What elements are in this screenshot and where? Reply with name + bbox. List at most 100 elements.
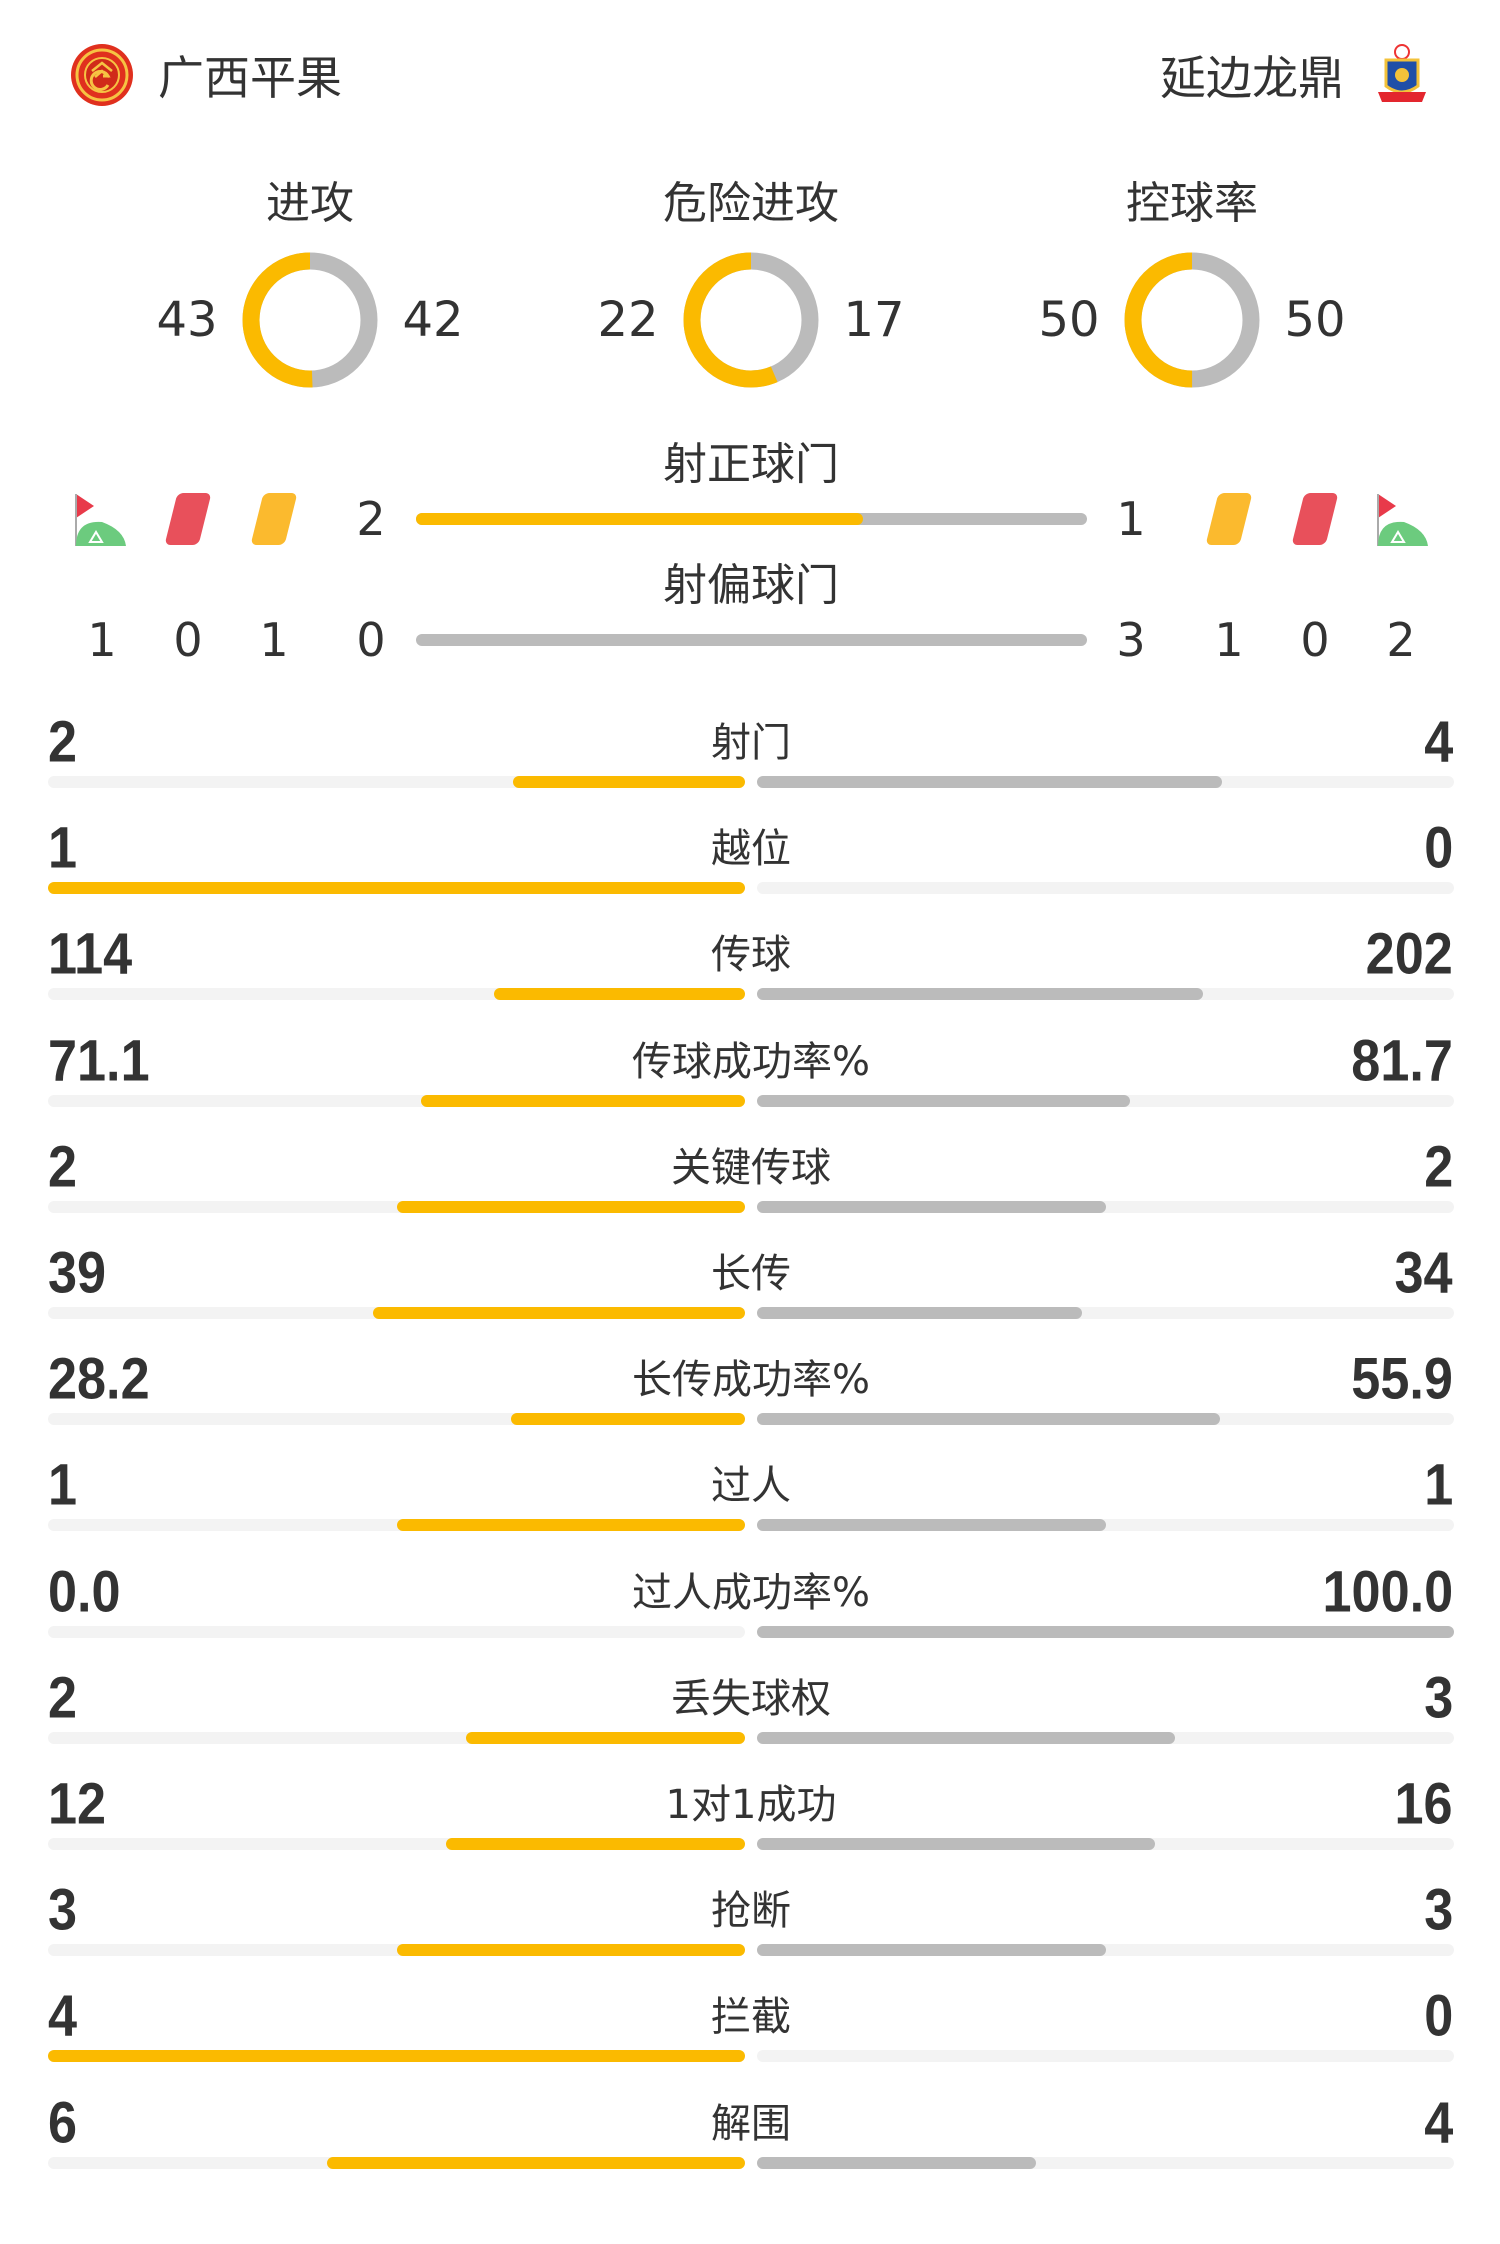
stat-label: 过人 xyxy=(711,1463,791,1510)
stat-label: 越位 xyxy=(711,826,791,873)
stat-away-bar xyxy=(757,776,1222,788)
stat-label: 过人成功率% xyxy=(631,1569,871,1616)
stat-home-value: 2 xyxy=(48,709,78,775)
away-red-card-icon xyxy=(1291,493,1339,545)
shots-on-target-home: 2 xyxy=(356,492,386,546)
shots-on-target-away: 1 xyxy=(1116,492,1146,546)
stat-label: 丢失球权 xyxy=(671,1675,831,1722)
home-yellow-card-icon xyxy=(250,493,298,545)
stat-home-value: 1 xyxy=(48,815,78,881)
donut-title: 危险进攻 xyxy=(663,178,839,229)
stat-away-value: 4 xyxy=(1423,2090,1453,2156)
away-yellow-card-icon xyxy=(1205,493,1253,545)
shots-off-target-home: 0 xyxy=(356,613,386,667)
stat-home-value: 39 xyxy=(48,1240,107,1306)
donut-home-arc xyxy=(683,252,819,388)
stat-away-track xyxy=(757,882,1454,895)
stat-away-value: 34 xyxy=(1394,1240,1453,1306)
stat-away-bar xyxy=(757,1519,1106,1532)
stat-home-bar xyxy=(48,882,745,895)
stat-home-bar xyxy=(48,2050,745,2063)
donut-title: 进攻 xyxy=(266,178,354,229)
stat-away-bar xyxy=(757,1731,1176,1744)
away-yellow-cards-count: 1 xyxy=(1214,613,1244,667)
donut-home-arc xyxy=(242,252,378,388)
home-red-card-icon xyxy=(164,493,212,545)
stat-away-bar xyxy=(757,1625,1454,1638)
stat-away-value: 4 xyxy=(1423,709,1453,775)
stat-label: 传球 xyxy=(711,932,791,979)
shots-on-target-label: 射正球门 xyxy=(663,439,839,490)
stat-label: 拦截 xyxy=(711,1994,791,2041)
away-team-name: 延边龙鼎 xyxy=(1160,51,1344,105)
stat-home-value: 28.2 xyxy=(48,1346,150,1412)
stat-away-value: 0 xyxy=(1423,1983,1453,2049)
donut-chart xyxy=(242,252,378,388)
donut-home-arc xyxy=(1124,252,1260,388)
donut-title: 控球率 xyxy=(1126,178,1258,229)
stat-home-value: 1 xyxy=(48,1452,78,1518)
away-corners-count: 2 xyxy=(1386,613,1416,667)
stat-home-value: 12 xyxy=(48,1771,107,1837)
stat-label: 射门 xyxy=(711,720,791,766)
donut-away-value: 42 xyxy=(402,292,464,348)
stat-home-bar xyxy=(420,1094,745,1107)
shots-off-target-label: 射偏球门 xyxy=(663,560,839,611)
stat-home-bar xyxy=(396,1944,745,1957)
stat-away-track xyxy=(757,2050,1454,2063)
home-red-cards-count: 0 xyxy=(173,613,203,667)
stat-home-bar xyxy=(511,1413,745,1426)
stat-label: 抢断 xyxy=(711,1888,791,1935)
stat-home-bar xyxy=(446,1838,745,1850)
stat-away-value: 0 xyxy=(1423,815,1453,881)
stat-home-bar xyxy=(466,1731,745,1744)
donut-away-value: 17 xyxy=(843,292,905,348)
stat-away-bar xyxy=(757,1200,1106,1213)
stat-away-bar xyxy=(757,1944,1106,1957)
stat-home-bar xyxy=(396,1519,745,1532)
stat-away-bar xyxy=(757,1413,1221,1426)
stat-label: 1对1成功 xyxy=(665,1782,837,1828)
donut-home-value: 22 xyxy=(597,292,659,348)
donut-away-value: 50 xyxy=(1284,292,1346,348)
shots-on-target-track xyxy=(416,513,1087,525)
stat-home-bar xyxy=(396,1200,745,1213)
stat-away-value: 100.0 xyxy=(1322,1559,1453,1625)
stat-label: 长传 xyxy=(711,1251,791,1297)
stat-away-bar xyxy=(757,1307,1082,1319)
away-corner-flag-icon xyxy=(1374,490,1432,548)
donut-home-value: 50 xyxy=(1038,292,1100,348)
stat-away-bar xyxy=(757,2156,1036,2169)
stat-away-bar xyxy=(757,988,1203,1001)
home-corners-count: 1 xyxy=(87,613,117,667)
stat-away-value: 81.7 xyxy=(1351,1028,1453,1094)
stat-away-value: 3 xyxy=(1423,1665,1453,1731)
stat-away-value: 55.9 xyxy=(1351,1346,1453,1412)
stat-home-bar xyxy=(493,988,745,1001)
stat-label: 传球成功率% xyxy=(631,1038,871,1085)
stat-home-value: 2 xyxy=(48,1665,78,1731)
stat-home-value: 4 xyxy=(48,1983,78,2049)
home-team-logo xyxy=(70,43,134,107)
donut-chart xyxy=(683,252,819,388)
stat-home-value: 114 xyxy=(48,921,133,987)
stat-label: 长传成功率% xyxy=(631,1357,871,1404)
stat-home-value: 2 xyxy=(48,1134,78,1200)
shots-on-target-home-fill xyxy=(416,513,864,525)
stat-away-value: 1 xyxy=(1423,1452,1453,1518)
away-team-logo xyxy=(1376,44,1428,106)
stat-home-bar xyxy=(512,776,745,788)
stat-away-bar xyxy=(757,1838,1156,1850)
stat-away-value: 3 xyxy=(1423,1877,1453,1943)
stat-home-track xyxy=(48,1625,745,1638)
home-team-name: 广西平果 xyxy=(158,51,342,105)
stat-home-value: 71.1 xyxy=(48,1028,150,1094)
stat-away-value: 16 xyxy=(1394,1771,1453,1837)
stat-home-value: 3 xyxy=(48,1877,78,1943)
stat-home-value: 6 xyxy=(48,2090,78,2156)
home-yellow-cards-count: 1 xyxy=(259,613,289,667)
home-corner-flag-icon xyxy=(72,490,130,548)
stat-away-value: 202 xyxy=(1365,921,1453,987)
stat-home-bar xyxy=(372,1307,745,1319)
stat-away-value: 2 xyxy=(1423,1134,1453,1200)
